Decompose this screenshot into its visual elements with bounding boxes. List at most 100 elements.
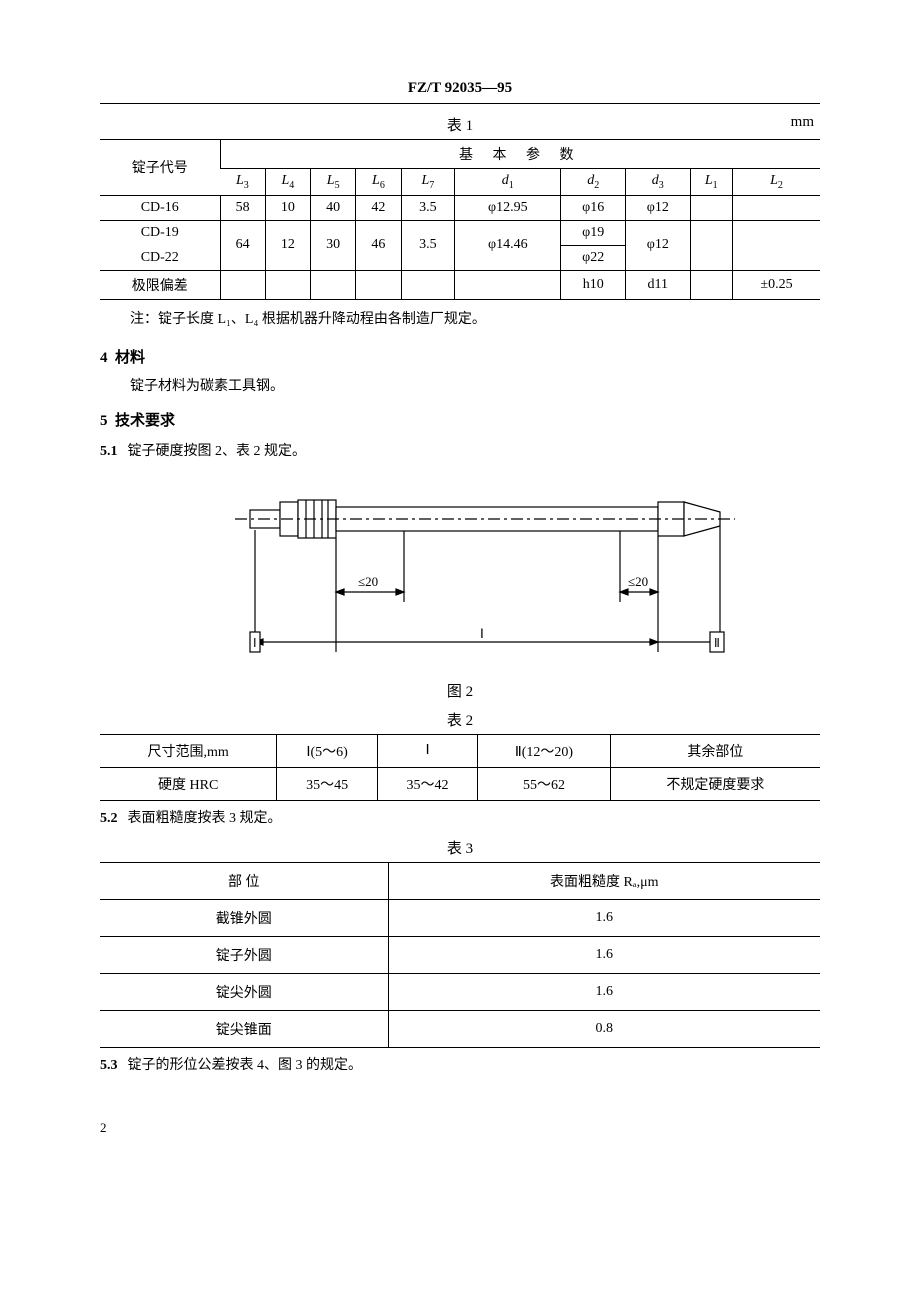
t1-r2-label: CD-22 <box>100 245 220 270</box>
table3-header-row: 部 位 表面粗糙度 Rₐ,μm <box>100 862 820 899</box>
section4-num: 4 <box>100 350 108 366</box>
t2-h0: 尺寸范围,mm <box>100 734 277 767</box>
s5-2-text: 表面粗糙度按表 3 规定。 <box>128 811 282 826</box>
table1: 锭子代号 基 本 参 数 L3 L4 L5 L6 L7 d1 d2 d3 L1 … <box>100 140 820 300</box>
fig2-dim-left: ≤20 <box>358 574 378 589</box>
t1-r1-c4: 3.5 <box>401 220 455 270</box>
t2-h2: Ⅰ <box>377 734 477 767</box>
t1-r0-c1: 10 <box>265 195 310 220</box>
s5-3-text: 锭子的形位公差按表 4、图 3 的规定。 <box>128 1058 363 1073</box>
col-d3: d3 <box>626 169 691 196</box>
doc-code: FZ/T 92035—95 <box>100 80 820 101</box>
s5-1: 5.1 锭子硬度按图 2、表 2 规定。 <box>100 434 820 466</box>
t2-h3: Ⅱ(12～20) <box>478 734 610 767</box>
section5-num: 5 <box>100 413 108 429</box>
fig2-label-I-center: Ⅰ <box>480 626 484 641</box>
t1-r3-c8 <box>690 270 732 299</box>
table1-group-header: 基 本 参 数 <box>220 140 820 169</box>
col-L5: L5 <box>311 169 356 196</box>
col-d2: d2 <box>561 169 626 196</box>
t1-r1-c5: φ14.46 <box>455 220 561 270</box>
s5-1-num: 5.1 <box>100 444 118 459</box>
table1-note: 注：锭子长度 L₁、L₄ 根据机器升降动程由各制造厂规定。 <box>100 300 820 336</box>
t1-r1-label: CD-19 <box>100 220 220 245</box>
fig2-label-II: Ⅱ <box>714 636 720 650</box>
t1-r3-c5 <box>455 270 561 299</box>
t1-r0-c2: 40 <box>311 195 356 220</box>
table3-caption: 表 3 <box>100 833 820 862</box>
col-d1: d1 <box>455 169 561 196</box>
t2-h4: 其余部位 <box>610 734 820 767</box>
t2-r2: 35～42 <box>377 767 477 800</box>
t1-r3-c7: d11 <box>626 270 691 299</box>
table2-header-row: 尺寸范围,mm Ⅰ(5～6) Ⅰ Ⅱ(12～20) 其余部位 <box>100 734 820 767</box>
t1-r0-c4: 3.5 <box>401 195 455 220</box>
t3-r0-c1: 1.6 <box>388 899 820 936</box>
table1-unit: mm <box>791 114 814 131</box>
section5-title: 技术要求 <box>115 413 175 429</box>
t1-r0-c3: 42 <box>356 195 401 220</box>
table1-row-cd16: CD-16 58 10 40 42 3.5 φ12.95 φ16 φ12 <box>100 195 820 220</box>
table3: 部 位 表面粗糙度 Rₐ,μm 截锥外圆 1.6 锭子外圆 1.6 锭尖外圆 1… <box>100 862 820 1048</box>
t1-r3-c6: h10 <box>561 270 626 299</box>
t3-r0-c0: 截锥外圆 <box>100 899 388 936</box>
t1-r3-c2 <box>311 270 356 299</box>
t2-r4: 不规定硬度要求 <box>610 767 820 800</box>
table1-header-row1: 锭子代号 基 本 参 数 <box>100 140 820 169</box>
table1-row-cd19: CD-19 64 12 30 46 3.5 φ14.46 φ19 φ12 <box>100 220 820 245</box>
section4-text: 锭子材料为碳素工具钢。 <box>100 371 820 399</box>
col-L7: L7 <box>401 169 455 196</box>
t1-r1-c1: 12 <box>265 220 310 270</box>
t1-r1-c7: φ12 <box>626 220 691 270</box>
table3-row1: 锭子外圆 1.6 <box>100 936 820 973</box>
table2-caption: 表 2 <box>100 705 820 734</box>
t3-r1-c1: 1.6 <box>388 936 820 973</box>
table2-data-row: 硬度 HRC 35～45 35～42 55～62 不规定硬度要求 <box>100 767 820 800</box>
section4-heading: 4 材料 <box>100 336 820 371</box>
figure2-svg: ≤20 ≤20 Ⅰ Ⅰ Ⅱ <box>180 482 740 672</box>
t3-h0: 部 位 <box>100 862 388 899</box>
t1-r1-c6: φ19 <box>561 220 626 245</box>
table1-row-tolerance: 极限偏差 h10 d11 ±0.25 <box>100 270 820 299</box>
t2-r3: 55～62 <box>478 767 610 800</box>
t1-r3-c4 <box>401 270 455 299</box>
fig2-label-I-left: Ⅰ <box>253 636 257 650</box>
table2: 尺寸范围,mm Ⅰ(5～6) Ⅰ Ⅱ(12～20) 其余部位 硬度 HRC 35… <box>100 734 820 801</box>
t1-r1-c2: 30 <box>311 220 356 270</box>
t3-h1: 表面粗糙度 Rₐ,μm <box>388 862 820 899</box>
s5-2-num: 5.2 <box>100 811 118 826</box>
t3-r3-c0: 锭尖锥面 <box>100 1010 388 1047</box>
s5-3: 5.3 锭子的形位公差按表 4、图 3 的规定。 <box>100 1048 820 1080</box>
t1-r1-c9 <box>732 220 820 270</box>
col-L4: L4 <box>265 169 310 196</box>
table1-caption: 表 1 <box>447 114 473 135</box>
table1-rowlabel-header: 锭子代号 <box>100 140 220 195</box>
t1-r0-c8 <box>690 195 732 220</box>
t1-r0-c5: φ12.95 <box>455 195 561 220</box>
figure2-wrap: ≤20 ≤20 Ⅰ Ⅰ Ⅱ <box>100 466 820 676</box>
t1-r1-c0: 64 <box>220 220 265 270</box>
t1-r0-c0: 58 <box>220 195 265 220</box>
s5-1-text: 锭子硬度按图 2、表 2 规定。 <box>128 444 307 459</box>
t1-r1-c8 <box>690 220 732 270</box>
header-rule <box>100 103 820 104</box>
t1-r1-c3: 46 <box>356 220 401 270</box>
figure2-caption: 图 2 <box>100 676 820 705</box>
t1-r0-c9 <box>732 195 820 220</box>
section4-title: 材料 <box>115 350 145 366</box>
t3-r2-c0: 锭尖外圆 <box>100 973 388 1010</box>
s5-3-num: 5.3 <box>100 1058 118 1073</box>
table3-row0: 截锥外圆 1.6 <box>100 899 820 936</box>
col-L1: L1 <box>690 169 732 196</box>
t3-r1-c0: 锭子外圆 <box>100 936 388 973</box>
page: FZ/T 92035—95 表 1 mm 锭子代号 基 本 参 数 L3 L4 … <box>0 0 920 1176</box>
t1-r3-c0 <box>220 270 265 299</box>
col-L2: L2 <box>732 169 820 196</box>
t1-r3-c9: ±0.25 <box>732 270 820 299</box>
t3-r2-c1: 1.6 <box>388 973 820 1010</box>
t2-h1: Ⅰ(5～6) <box>277 734 377 767</box>
t1-r0-c7: φ12 <box>626 195 691 220</box>
table3-row3: 锭尖锥面 0.8 <box>100 1010 820 1047</box>
table1-caption-row: 表 1 mm <box>100 110 820 140</box>
t2-r1: 35～45 <box>277 767 377 800</box>
